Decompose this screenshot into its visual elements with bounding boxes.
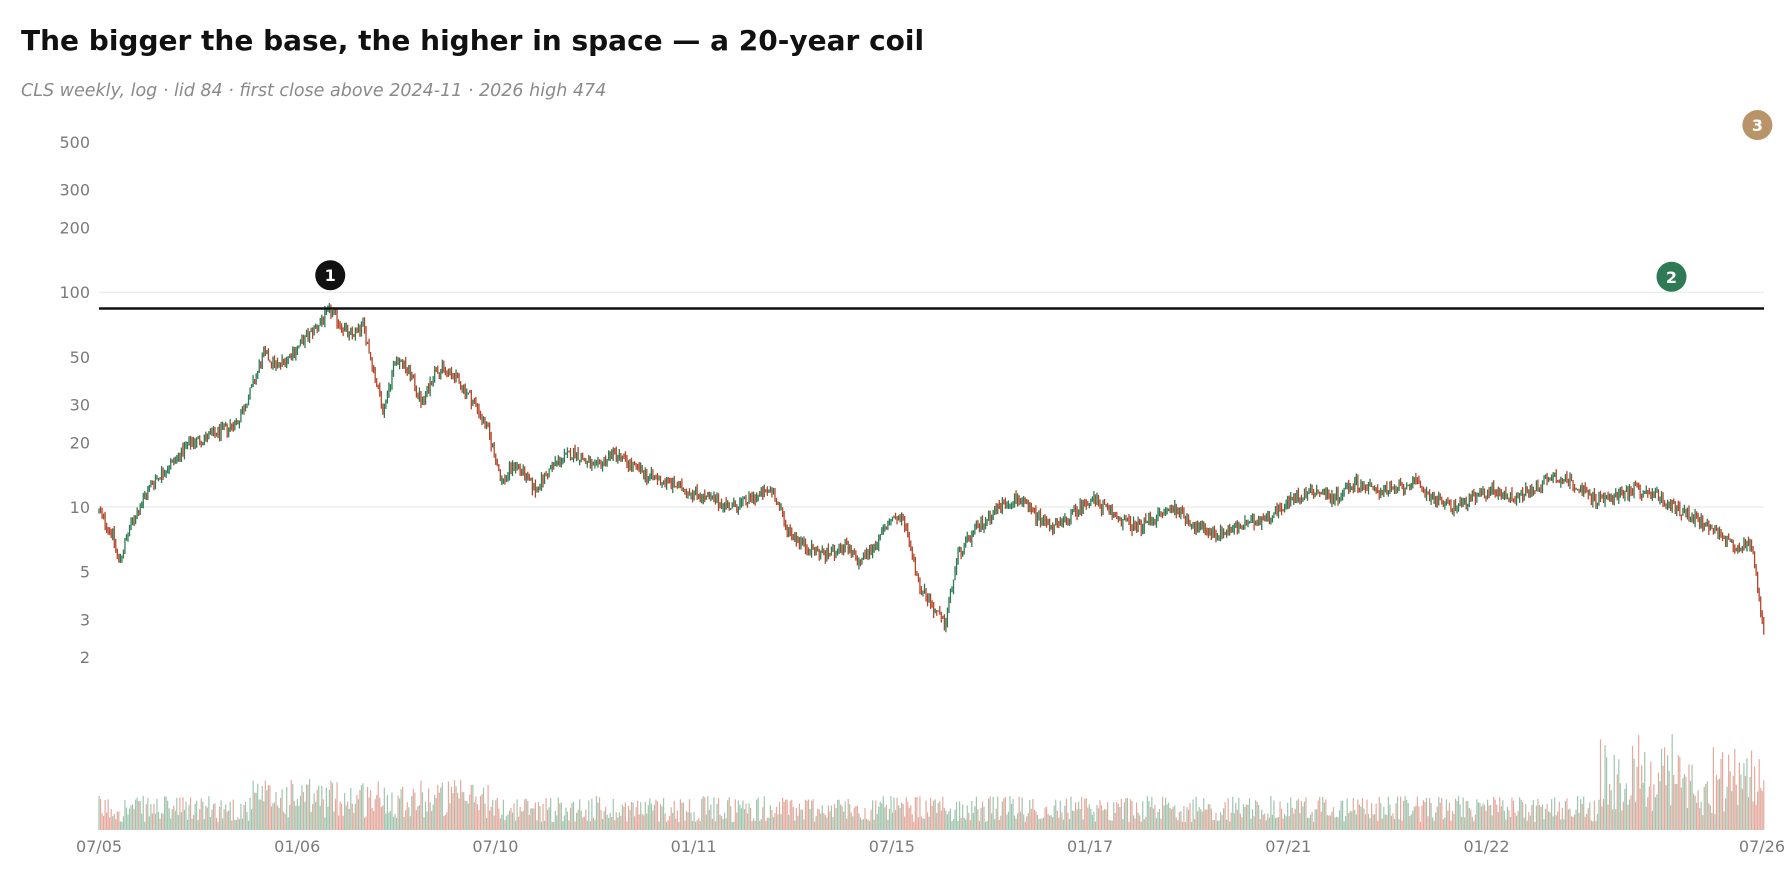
- marker-1: 1: [315, 260, 346, 291]
- y-tick-label: 10: [70, 498, 90, 517]
- marker-2: 2: [1656, 261, 1687, 292]
- gridlines: [99, 291, 1764, 508]
- y-tick-label: 50: [70, 348, 90, 367]
- marker-3: 3: [1742, 110, 1773, 141]
- y-tick-label: 100: [59, 283, 90, 302]
- x-tick-label: 01/06: [274, 837, 320, 856]
- x-tick-label: 01/11: [671, 837, 717, 856]
- x-tick-label: 07/26: [1739, 837, 1785, 856]
- x-tick-label: 07/15: [869, 837, 915, 856]
- x-tick-label: 07/21: [1265, 837, 1311, 856]
- marker-circle: [315, 260, 346, 291]
- chart-subtitle: CLS weekly, log · lid 84 · first close a…: [21, 81, 607, 101]
- chart-title: The bigger the base, the higher in space…: [21, 24, 925, 57]
- x-tick-label: 07/10: [472, 837, 518, 856]
- marker-label: 3: [1752, 116, 1763, 135]
- y-tick-label: 3: [80, 610, 90, 629]
- x-tick-labels: 07/05 01/06 07/10 01/11 07/15 01/17 07/21 01/22…: [76, 837, 1785, 856]
- x-tick-label: 01/22: [1463, 837, 1509, 856]
- marker-label: 2: [1666, 268, 1677, 287]
- y-tick-label: 300: [59, 181, 90, 200]
- y-tick-label: 500: [59, 133, 90, 152]
- x-tick-label: 07/05: [76, 837, 122, 856]
- annotation-markers: 1 2 3: [315, 110, 1773, 292]
- marker-circle: [1742, 110, 1773, 141]
- volume-bars: [98, 734, 1765, 830]
- y-tick-label: 30: [70, 396, 90, 415]
- marker-circle: [1656, 261, 1687, 292]
- y-tick-label: 5: [80, 563, 90, 582]
- y-tick-label: 20: [70, 433, 90, 452]
- price-candles: [98, 302, 1765, 635]
- y-tick-label: 2: [80, 648, 90, 667]
- y-tick-labels: 2 3 5 10 20 30 50 100 200 300 500: [59, 133, 90, 667]
- y-tick-label: 200: [59, 219, 90, 238]
- x-tick-label: 01/17: [1067, 837, 1113, 856]
- marker-label: 1: [325, 266, 336, 285]
